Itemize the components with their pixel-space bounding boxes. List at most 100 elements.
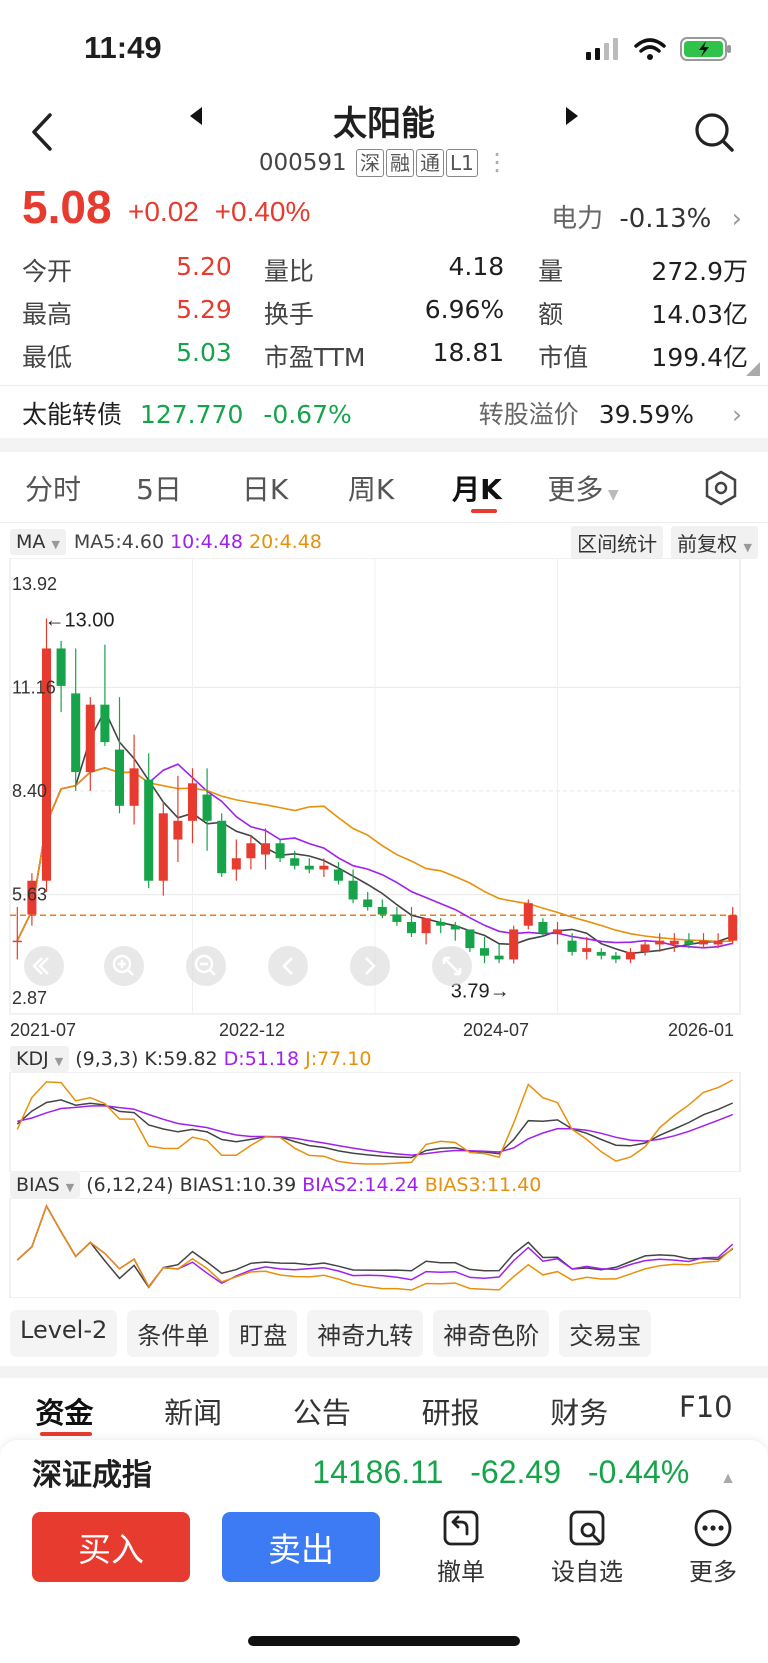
convertible-bond-row[interactable]: 太能转债 127.770 -0.67% 转股溢价 39.59% ›	[22, 395, 742, 431]
tool-level2[interactable]: Level-2	[10, 1310, 118, 1357]
y-ticks: 13.92 11.16 8.40 5.63 2.87	[12, 574, 57, 1008]
candle-body	[114, 749, 125, 806]
tool-trade[interactable]: 交易宝	[559, 1310, 652, 1357]
candle-body	[260, 843, 271, 855]
tab-5day[interactable]: 5日	[136, 473, 182, 506]
sell-button[interactable]: 卖出	[222, 1512, 380, 1582]
tab-funds[interactable]: 资金	[35, 1396, 94, 1430]
stat-high: 5.29	[176, 294, 232, 324]
scroll-left-icon[interactable]	[268, 946, 308, 986]
y-tick-label: 13.92	[12, 574, 57, 594]
index-ticker[interactable]: 深证成指 14186.11 -62.49 -0.44% ▲	[32, 1450, 736, 1494]
back-icon[interactable]	[30, 112, 54, 152]
candle-body	[275, 843, 285, 859]
expand-corner-icon[interactable]	[746, 362, 760, 376]
ma10-value: 10:4.48	[170, 531, 243, 553]
candle-body	[290, 858, 300, 866]
tab-daily-k[interactable]: 日K	[241, 473, 289, 506]
home-indicator	[248, 1636, 520, 1646]
premium-value: 39.59%	[598, 400, 695, 429]
add-watchlist-label: 设自选	[551, 1558, 623, 1586]
range-stats-button[interactable]: 区间统计	[571, 526, 664, 559]
active-info-tab-indicator	[40, 1432, 92, 1436]
candle-body	[450, 925, 460, 930]
caret-down-icon: ▼	[65, 1181, 75, 1194]
kdj-chart[interactable]	[0, 1072, 768, 1172]
adjust-button-label: 前复权	[677, 532, 738, 556]
tab-f10[interactable]: F10	[679, 1390, 733, 1424]
candle-body	[728, 915, 738, 941]
cancel-order-button[interactable]: 撤单	[406, 1508, 516, 1587]
candle-body	[304, 865, 314, 870]
active-tab-indicator	[471, 509, 497, 513]
caret-down-icon: ▼	[743, 541, 752, 554]
divider	[0, 385, 768, 386]
x-tick-label: 2022-12	[219, 1020, 285, 1040]
tab-more: 更多	[547, 473, 604, 506]
price-change: +0.02 +0.40%	[128, 196, 310, 228]
stat-label: 今开	[22, 256, 73, 286]
tab-finance[interactable]: 财务	[550, 1396, 609, 1430]
bias-name: BIAS	[16, 1174, 60, 1196]
candle-body	[640, 944, 650, 952]
candle-body	[41, 648, 52, 881]
next-stock-icon[interactable]	[564, 106, 580, 126]
scroll-left-end-icon[interactable]	[24, 946, 64, 986]
kdj-d-line	[17, 1104, 733, 1156]
more-dots-icon[interactable]: ⋮	[485, 148, 510, 176]
stat-volume: 272.9万	[651, 256, 748, 286]
bias2: BIAS2:14.24	[302, 1174, 419, 1196]
bias-selector[interactable]: BIAS ▼	[10, 1172, 81, 1198]
fullscreen-icon[interactable]	[432, 946, 472, 986]
tab-more-wrap[interactable]: 更多 ▼	[530, 468, 636, 508]
tag-tong: 通	[415, 149, 444, 177]
ma-selector-label: MA	[16, 531, 46, 553]
tool-magic-nine[interactable]: 神奇九转	[307, 1310, 424, 1357]
settings-hexagon-icon[interactable]	[704, 470, 738, 506]
stat-label: 市值	[538, 342, 589, 372]
buy-button[interactable]: 买入	[32, 1512, 190, 1582]
candle-body	[406, 921, 417, 934]
kdj-k-line	[16, 1099, 734, 1159]
index-percent: -0.44%	[587, 1453, 690, 1490]
tab-monthly-k[interactable]: 月K	[452, 473, 502, 506]
bias3: BIAS3:11.40	[424, 1174, 542, 1196]
zoom-in-icon[interactable]	[104, 946, 144, 986]
change-percent: +0.40%	[214, 196, 311, 227]
caret-up-icon[interactable]: ▲	[720, 1469, 736, 1487]
bias-chart[interactable]	[0, 1198, 768, 1298]
tab-announcements[interactable]: 公告	[292, 1396, 351, 1430]
adjust-button[interactable]: 前复权 ▼	[671, 526, 758, 559]
zoom-out-icon[interactable]	[186, 946, 226, 986]
tool-watch[interactable]: 盯盘	[229, 1310, 298, 1357]
add-watchlist-button[interactable]: 设自选	[532, 1508, 642, 1587]
search-icon[interactable]	[694, 112, 736, 154]
status-icons	[586, 36, 732, 62]
y-tick-label: 5.63	[12, 885, 47, 905]
kdj-selector[interactable]: KDJ ▼	[10, 1046, 70, 1072]
ma-selector[interactable]: MA ▼	[10, 529, 66, 555]
candle-body	[27, 880, 37, 915]
sector-link[interactable]: 电力 -0.13% ›	[551, 198, 742, 235]
prev-stock-icon[interactable]	[188, 106, 204, 126]
quote-stats: 今开 5.20 量比 4.18 量 272.9万 最高 5.29 换手 6.96% 额 14…	[22, 248, 748, 377]
caret-down-icon: ▼	[54, 1055, 64, 1068]
tab-weekly-k[interactable]: 周K	[347, 473, 395, 506]
period-tabs: 分时 5日 日K 周K 月K 更多 ▼	[0, 468, 768, 508]
index-name: 深证成指	[32, 1458, 152, 1493]
tab-intraday[interactable]: 分时	[24, 473, 81, 506]
tab-research[interactable]: 研报	[421, 1396, 480, 1430]
tool-conditional-order[interactable]: 条件单	[127, 1310, 220, 1357]
tab-news[interactable]: 新闻	[164, 1396, 223, 1430]
candle-body	[187, 783, 198, 821]
x-tick-label: 2021-07	[10, 1020, 76, 1040]
scroll-right-icon[interactable]	[350, 946, 390, 986]
current-price: 5.08	[22, 181, 112, 233]
tool-magic-color[interactable]: 神奇色阶	[433, 1310, 550, 1357]
tool-bar: Level-2 条件单 盯盘 神奇九转 神奇色阶 交易宝	[10, 1310, 652, 1357]
more-button[interactable]: 更多	[658, 1508, 768, 1587]
candle-body	[494, 955, 504, 960]
candle-body	[596, 951, 606, 956]
ma5-line	[16, 708, 733, 955]
